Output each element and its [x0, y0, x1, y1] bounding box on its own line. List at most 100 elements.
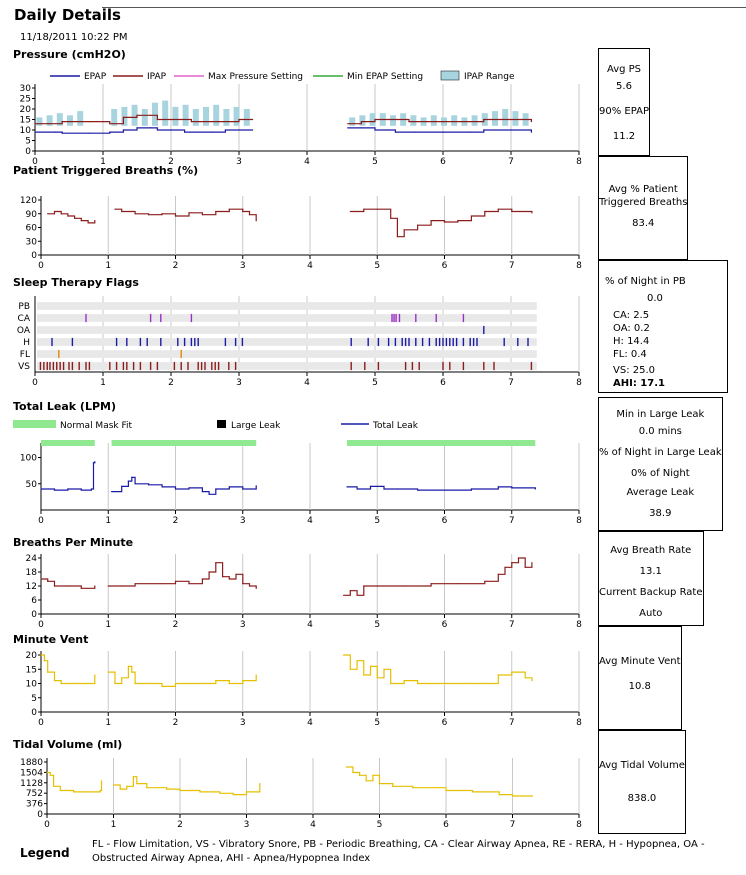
- data-point-tv-0-5: [86, 791, 88, 793]
- panel-avg-leak-label: Average Leak: [626, 487, 695, 498]
- data-point-bpm-0-21: [255, 587, 257, 589]
- x-tick-label-mv-0: 0: [38, 718, 44, 728]
- x-tick-label-bpm-1: 1: [105, 620, 111, 630]
- data-point-triggered-0-9: [114, 208, 116, 210]
- data-point-bpm-0-33: [504, 566, 506, 568]
- report-date: 11/18/2011 10:22 PM: [20, 32, 128, 43]
- y-tick-label-pressure-15: 15: [20, 116, 31, 126]
- data-point-triggered-0-18: [228, 208, 230, 210]
- data-point-pressure-1-6: [136, 114, 138, 116]
- data-point-leak-0-32: [497, 486, 499, 488]
- x-tick-label-bpm-5: 5: [374, 620, 380, 630]
- data-point-pressure-0-16: [347, 127, 349, 129]
- x-tick-label-pressure-3: 3: [236, 157, 242, 167]
- data-point-pressure-1-24: [530, 121, 533, 123]
- x-tick-label-pressure-0: 0: [32, 157, 38, 167]
- ipap-range-bar-1: [46, 115, 53, 126]
- data-point-triggered-0-38: [531, 212, 533, 214]
- legend-label-1: IPAP: [147, 72, 167, 82]
- data-point-leak-0-34: [534, 488, 536, 490]
- data-point-triggered-0-24: [363, 208, 365, 210]
- data-point-mv-0-1: [43, 660, 45, 662]
- data-point-leak-0-22: [255, 485, 257, 487]
- data-point-mv-0-9: [107, 671, 109, 673]
- data-point-triggered-0-14: [174, 215, 177, 217]
- charts-canvas: Pressure (cmH2O)0 1 2 3 4 5 6 7 8051015202530EPA…: [13, 48, 582, 830]
- x-tick-label-leak-8: 8: [576, 516, 582, 526]
- y-tick-label-pressure-20: 20: [20, 105, 32, 115]
- y-tick-label-bpm-12: 12: [26, 582, 37, 592]
- y-tick-label-mv-15: 15: [26, 665, 37, 675]
- x-tick-label-tv-1: 1: [111, 820, 117, 830]
- y-tick-label-pressure-25: 25: [20, 95, 31, 105]
- data-point-mv-0-28: [369, 665, 372, 668]
- panel-fl-value: FL: 0.4: [613, 349, 647, 360]
- data-point-pressure-1-12: [238, 118, 240, 121]
- data-point-bpm-0-16: [221, 576, 224, 578]
- panel-large-leak-label: Min in Large Leak: [616, 409, 705, 420]
- mask-fit-bar-2: [346, 440, 536, 446]
- data-point-pressure-1-4: [109, 123, 111, 125]
- data-point-bpm-0-12: [188, 583, 190, 585]
- legend-title: Legend: [20, 846, 70, 860]
- legend-label-total-leak: Total Leak: [372, 421, 419, 431]
- data-point-pressure-1-0: [34, 123, 36, 125]
- x-tick-label-triggered-7: 7: [509, 261, 515, 271]
- legend-swatch-ipap-range: [440, 70, 460, 81]
- ipap-range-bar-12: [182, 104, 189, 126]
- data-point-tv-0-7: [100, 780, 103, 782]
- data-point-bpm-0-20: [248, 585, 251, 587]
- data-point-mv-0-4: [60, 682, 62, 685]
- ipap-range-bar-21: [369, 113, 376, 126]
- data-point-triggered-0-11: [134, 213, 136, 215]
- data-point-bpm-0-1: [47, 580, 49, 582]
- x-tick-label-triggered-2: 2: [173, 261, 179, 271]
- data-point-triggered-0-23: [349, 210, 351, 213]
- data-point-leak-0-3: [80, 489, 82, 491]
- data-point-bpm-0-26: [363, 585, 365, 587]
- data-point-pressure-0-9: [170, 129, 172, 131]
- data-point-mv-0-37: [497, 674, 499, 676]
- panel-triggered-label2: Triggered Breaths: [599, 197, 688, 208]
- flag-label-VS: VS: [18, 362, 30, 372]
- panel-breath-rate-label: Avg Breath Rate: [610, 545, 692, 556]
- x-tick-label-bpm-7: 7: [509, 620, 515, 630]
- data-point-mv-0-20: [228, 682, 230, 685]
- ipap-range-bar-9: [152, 102, 158, 126]
- data-point-pressure-1-3: [88, 121, 90, 123]
- data-point-tv-0-10: [119, 788, 121, 790]
- data-point-triggered-0-27: [396, 236, 399, 238]
- data-point-tv-0-35: [531, 795, 534, 797]
- y-tick-label-triggered-60: 60: [26, 224, 38, 234]
- data-point-triggered-0-31: [443, 221, 446, 223]
- data-point-pressure-1-15: [347, 123, 349, 125]
- x-tick-label-mv-3: 3: [240, 718, 246, 728]
- x-tick-label-pressure-2: 2: [168, 157, 174, 167]
- x-tick-label-pressure-6: 6: [440, 157, 446, 167]
- data-point-tv-0-14: [146, 787, 148, 789]
- panel-vs-value: VS: 25.0: [613, 365, 656, 376]
- y-tick-label-triggered-30: 30: [26, 237, 38, 247]
- panel-pb-value: 0.0: [647, 293, 663, 304]
- data-point-bpm-0-9: [134, 583, 136, 585]
- data-point-tv-0-13: [136, 782, 138, 785]
- flag-label-FL: FL: [20, 350, 30, 360]
- data-point-triggered-0-25: [376, 208, 378, 210]
- data-point-bpm-0-2: [53, 585, 56, 587]
- data-point-leak-0-14: [161, 486, 163, 488]
- panel-pb-label: % of Night in PB: [605, 276, 686, 287]
- data-point-pressure-0-12: [224, 129, 226, 131]
- data-point-bpm-0-35: [517, 557, 520, 559]
- data-point-triggered-0-19: [242, 210, 244, 213]
- x-tick-label-leak-1: 1: [105, 516, 111, 526]
- x-tick-label-triggered-5: 5: [374, 261, 380, 271]
- x-tick-label-triggered-0: 0: [38, 261, 44, 271]
- y-tick-label-mv-0: 0: [31, 708, 37, 718]
- x-tick-label-tv-4: 4: [310, 820, 316, 830]
- x-tick-label-pressure-5: 5: [372, 157, 378, 167]
- panel-tv: Avg Tidal Volume 838.0: [598, 730, 686, 834]
- data-point-leak-0-1: [53, 489, 56, 491]
- flag-label-PB: PB: [18, 302, 30, 312]
- data-point-mv-0-10: [114, 682, 116, 685]
- data-point-pressure-1-8: [156, 118, 158, 121]
